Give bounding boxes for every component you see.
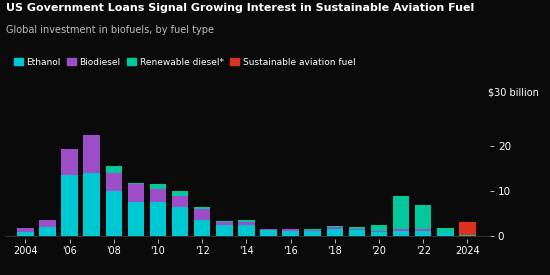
- Bar: [172, 207, 189, 236]
- Bar: [437, 228, 454, 233]
- Bar: [393, 231, 409, 236]
- Bar: [172, 191, 189, 196]
- Bar: [415, 205, 432, 229]
- Bar: [415, 229, 432, 231]
- Bar: [150, 184, 166, 189]
- Bar: [194, 220, 211, 236]
- Bar: [371, 224, 387, 231]
- Bar: [327, 226, 343, 227]
- Bar: [128, 184, 144, 202]
- Bar: [84, 173, 100, 236]
- Bar: [349, 230, 365, 236]
- Text: US Government Loans Signal Growing Interest in Sustainable Aviation Fuel: US Government Loans Signal Growing Inter…: [6, 3, 474, 13]
- Bar: [39, 227, 56, 236]
- Bar: [216, 222, 233, 224]
- Bar: [304, 231, 321, 236]
- Bar: [260, 230, 277, 236]
- Bar: [304, 230, 321, 231]
- Bar: [238, 224, 255, 236]
- Bar: [17, 232, 34, 236]
- Text: Global investment in biofuels, by fuel type: Global investment in biofuels, by fuel t…: [6, 25, 213, 35]
- Bar: [371, 232, 387, 236]
- Bar: [327, 229, 343, 236]
- Bar: [371, 231, 387, 232]
- Bar: [194, 207, 211, 209]
- Bar: [459, 235, 476, 236]
- Bar: [194, 209, 211, 220]
- Bar: [172, 196, 189, 207]
- Bar: [260, 229, 277, 230]
- Bar: [128, 183, 144, 184]
- Bar: [128, 202, 144, 236]
- Bar: [282, 231, 299, 236]
- Bar: [349, 229, 365, 230]
- Bar: [349, 227, 365, 229]
- Bar: [327, 227, 343, 229]
- Legend: Ethanol, Biodiesel, Renewable diesel*, Sustainable aviation fuel: Ethanol, Biodiesel, Renewable diesel*, S…: [10, 54, 359, 70]
- Bar: [415, 231, 432, 236]
- Bar: [459, 222, 476, 235]
- Bar: [216, 221, 233, 222]
- Bar: [282, 229, 299, 231]
- Bar: [216, 224, 233, 236]
- Bar: [39, 220, 56, 227]
- Bar: [393, 196, 409, 229]
- Bar: [304, 229, 321, 230]
- Bar: [150, 189, 166, 202]
- Bar: [84, 135, 100, 173]
- Bar: [393, 229, 409, 231]
- Bar: [437, 233, 454, 236]
- Bar: [106, 166, 122, 173]
- Bar: [106, 173, 122, 191]
- Bar: [106, 191, 122, 236]
- Text: $30 billion: $30 billion: [488, 88, 539, 98]
- Bar: [61, 175, 78, 236]
- Bar: [61, 148, 78, 175]
- Bar: [238, 220, 255, 222]
- Bar: [238, 222, 255, 224]
- Bar: [17, 228, 34, 232]
- Bar: [150, 202, 166, 236]
